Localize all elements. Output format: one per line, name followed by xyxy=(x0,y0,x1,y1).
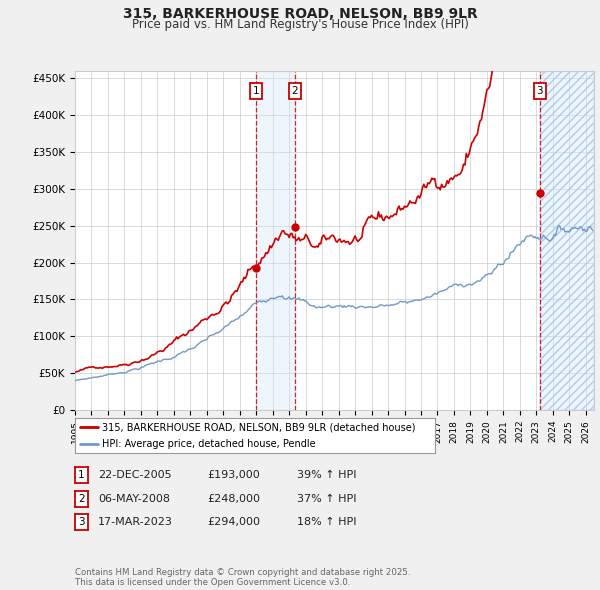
Text: 1: 1 xyxy=(253,86,259,96)
Text: 39% ↑ HPI: 39% ↑ HPI xyxy=(297,470,356,480)
Text: 2: 2 xyxy=(78,494,85,504)
Bar xyxy=(540,71,594,410)
Text: 1: 1 xyxy=(78,470,85,480)
Text: 315, BARKERHOUSE ROAD, NELSON, BB9 9LR (detached house): 315, BARKERHOUSE ROAD, NELSON, BB9 9LR (… xyxy=(102,422,415,432)
Bar xyxy=(256,71,295,410)
Text: 17-MAR-2023: 17-MAR-2023 xyxy=(98,517,173,527)
Text: 3: 3 xyxy=(536,86,543,96)
Text: 18% ↑ HPI: 18% ↑ HPI xyxy=(297,517,356,527)
Text: 37% ↑ HPI: 37% ↑ HPI xyxy=(297,494,356,503)
Text: 06-MAY-2008: 06-MAY-2008 xyxy=(98,494,170,503)
Text: 22-DEC-2005: 22-DEC-2005 xyxy=(98,470,172,480)
Text: Contains HM Land Registry data © Crown copyright and database right 2025.
This d: Contains HM Land Registry data © Crown c… xyxy=(75,568,410,587)
Text: 315, BARKERHOUSE ROAD, NELSON, BB9 9LR: 315, BARKERHOUSE ROAD, NELSON, BB9 9LR xyxy=(122,7,478,21)
Text: HPI: Average price, detached house, Pendle: HPI: Average price, detached house, Pend… xyxy=(102,440,316,449)
Text: Price paid vs. HM Land Registry's House Price Index (HPI): Price paid vs. HM Land Registry's House … xyxy=(131,18,469,31)
Text: 3: 3 xyxy=(78,517,85,527)
Text: 2: 2 xyxy=(292,86,298,96)
Text: £248,000: £248,000 xyxy=(207,494,260,503)
Bar xyxy=(540,71,594,410)
Text: £294,000: £294,000 xyxy=(207,517,260,527)
Text: £193,000: £193,000 xyxy=(207,470,260,480)
